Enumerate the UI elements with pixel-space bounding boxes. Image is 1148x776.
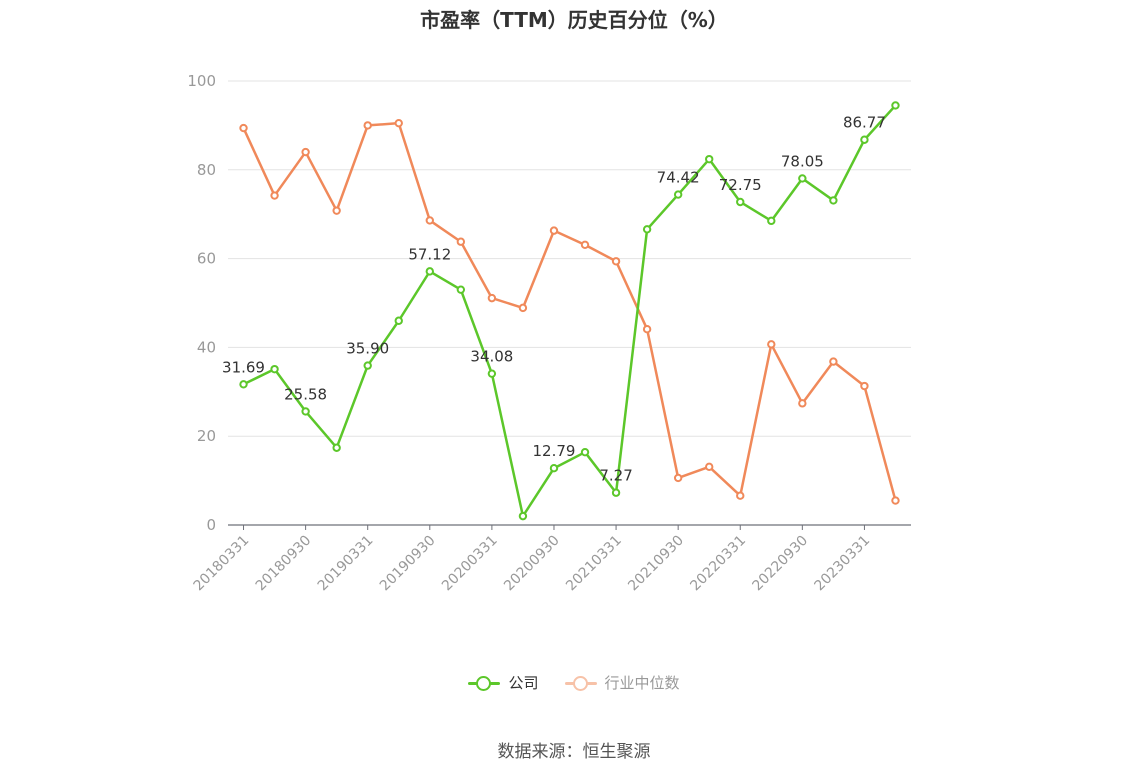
data-point-industry: [270, 191, 279, 200]
line-chart: 0 20 40 60 80 100 20180331 20180930 20190331 2019…: [187, 72, 911, 594]
legend-swatch-industry: [564, 675, 597, 691]
data-point-company: [518, 511, 528, 521]
grid-lines: [228, 80, 911, 437]
data-point-company: [270, 364, 279, 374]
data-point-company: [642, 225, 652, 234]
data-point-company: [673, 190, 683, 199]
data-point-industry: [332, 206, 341, 215]
data-point-company: [829, 196, 838, 205]
data-point-company: [425, 267, 434, 276]
data-point-industry: [301, 147, 310, 157]
data-label: 31.69: [222, 358, 265, 376]
data-point-industry: [549, 226, 559, 235]
legend-item-company[interactable]: 公司: [468, 672, 539, 693]
data-point-company: [798, 174, 807, 183]
x-tick-label: 20200331: [439, 533, 501, 595]
y-tick-label: 60: [197, 250, 216, 268]
chart-title: 市盈率（TTM）历史百分位（%）: [420, 8, 728, 32]
data-label: 35.90: [346, 340, 389, 358]
data-label: 34.08: [470, 348, 513, 366]
legend: 公司 行业中位数: [0, 672, 1148, 693]
data-point-company: [860, 135, 869, 144]
data-point-company: [363, 361, 372, 370]
x-tick-label: 20180331: [191, 533, 253, 595]
data-point-industry: [487, 293, 497, 303]
data-point-company: [301, 407, 310, 416]
data-point-industry: [736, 491, 745, 500]
y-tick-label: 100: [187, 72, 216, 90]
data-label: 12.79: [533, 442, 576, 460]
data-point-company: [487, 369, 497, 378]
y-tick-label: 40: [197, 338, 216, 356]
data-label: 72.75: [719, 176, 762, 194]
x-tick-label: 20190930: [377, 533, 439, 595]
data-point-industry: [891, 496, 900, 505]
data-point-industry: [767, 340, 776, 349]
legend-label-industry: 行业中位数: [604, 674, 680, 692]
data-point-company: [705, 154, 714, 164]
data-point-company: [580, 447, 590, 457]
data-point-industry: [673, 473, 683, 483]
data-point-industry: [518, 303, 528, 313]
series: [239, 101, 900, 521]
data-label: 86.77: [843, 114, 886, 132]
legend-item-industry[interactable]: 行业中位数: [564, 672, 680, 693]
data-point-industry: [363, 121, 372, 130]
x-tick-label: 20200930: [501, 533, 563, 595]
x-tick-label: 20220331: [687, 533, 749, 595]
data-label: 74.42: [657, 169, 700, 187]
series-line-company: [242, 104, 897, 518]
data-point-industry: [798, 399, 807, 408]
x-tick-label: 20210930: [625, 533, 687, 595]
data-labels: 31.69 25.58 35.90 57.12 34.08 12.79 7.27 74.42 7…: [222, 114, 886, 485]
data-point-industry: [425, 216, 434, 225]
data-point-industry: [394, 118, 403, 128]
legend-swatch-company: [468, 675, 501, 691]
data-point-company: [549, 464, 559, 473]
y-tick-label: 0: [206, 516, 216, 534]
x-tick-label: 20210331: [563, 533, 625, 595]
data-label: 7.27: [599, 467, 632, 485]
data-point-industry: [239, 123, 248, 133]
data-point-industry: [705, 462, 714, 472]
data-source: 数据来源：恒生聚源: [497, 742, 651, 762]
x-tick-label: 20190331: [315, 533, 377, 595]
data-point-company: [736, 197, 745, 207]
data-point-industry: [829, 357, 838, 366]
x-tick-label: 20180930: [253, 533, 315, 595]
y-tick-label: 20: [197, 427, 216, 445]
x-tick-label: 20220930: [749, 533, 811, 595]
data-label: 57.12: [408, 245, 451, 263]
data-point-company: [394, 316, 403, 325]
data-point-company: [332, 443, 341, 452]
data-point-industry: [642, 324, 652, 334]
data-point-industry: [456, 237, 466, 246]
data-point-company: [456, 285, 466, 294]
data-point-company: [891, 101, 900, 110]
x-tick-label: 20230331: [812, 533, 874, 595]
series-line-industry: [242, 121, 897, 501]
legend-label-company: 公司: [508, 674, 539, 692]
data-label: 78.05: [781, 152, 824, 170]
data-point-company: [239, 380, 248, 389]
data-label: 25.58: [284, 385, 327, 403]
data-point-industry: [580, 240, 590, 250]
data-point-company: [611, 488, 621, 497]
axes: 0 20 40 60 80 100 20180331 20180930 20190331 2019…: [187, 72, 911, 594]
data-point-industry: [611, 257, 621, 266]
y-tick-label: 80: [197, 161, 216, 179]
data-point-company: [767, 216, 776, 226]
data-point-industry: [860, 381, 869, 391]
